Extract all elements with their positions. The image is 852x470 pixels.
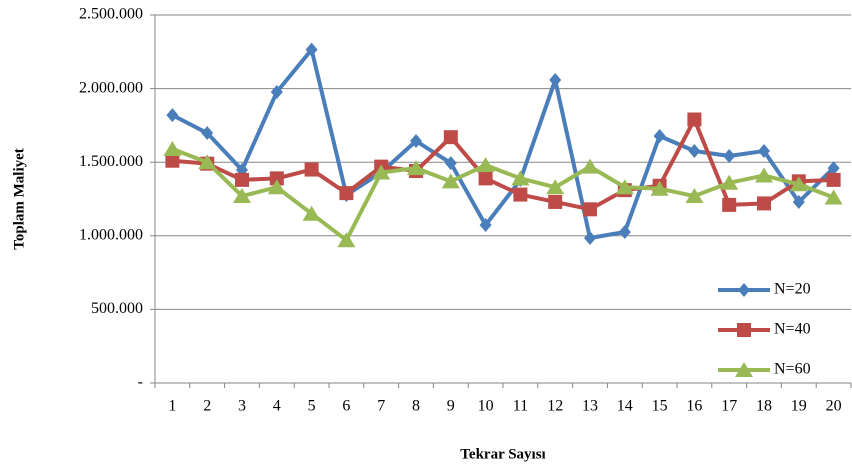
data-point [478,171,493,186]
data-point [650,180,669,196]
x-tick-label: 5 [308,398,316,415]
legend-label: N=20 [774,281,811,298]
x-tick-label: 13 [582,398,598,415]
data-point [166,108,179,123]
x-tick-label: 7 [377,398,385,415]
x-tick-label: 11 [513,398,528,415]
data-point [198,154,217,170]
data-point [792,194,805,209]
data-point [720,174,739,190]
legend-marker [735,362,753,377]
x-axis-title: Tekrar Sayısı [460,446,545,462]
x-tick-label: 3 [238,398,246,415]
data-point [548,194,563,209]
y-tick-label: 500.000 [91,300,143,317]
data-point [546,179,565,195]
y-tick-label: 2.000.000 [79,79,143,96]
data-point [410,134,422,149]
data-point [407,160,425,176]
x-tick-label: 18 [756,398,772,415]
data-point [827,161,840,176]
x-tick-label: 2 [203,398,211,415]
legend-marker [738,283,750,297]
data-point [302,205,321,221]
data-point [444,156,457,171]
x-tick-label: 19 [791,398,807,415]
x-tick-label: 16 [686,398,702,415]
legend-label: N=60 [774,361,811,378]
data-point [615,179,634,195]
x-tick-label: 6 [342,398,350,415]
x-tick-label: 20 [826,398,842,415]
x-tick-label: 8 [412,398,420,415]
data-point [372,164,391,180]
data-point [235,172,249,187]
x-tick-label: 10 [478,398,494,415]
data-point [549,73,562,88]
data-point [267,179,286,195]
data-point [201,126,214,141]
data-point [581,158,599,174]
y-axis-title: Toplam Maliyet [11,148,27,250]
x-tick-label: 17 [721,398,737,415]
y-tick-label: - [138,374,143,391]
data-point [688,144,701,159]
data-point [685,188,704,204]
x-tick-label: 14 [617,398,633,415]
data-point [269,171,284,186]
data-point [511,170,530,186]
legend-marker [737,323,751,337]
data-point [618,224,631,239]
data-point [583,202,597,217]
data-point [441,173,460,189]
data-point [757,196,771,211]
data-point [479,218,492,233]
data-point [723,149,736,164]
data-point [789,176,808,192]
x-tick-label: 12 [547,398,563,415]
data-point [305,42,318,57]
data-point [826,172,841,187]
x-tick-label: 1 [168,398,176,415]
data-point [758,144,770,159]
data-point [163,140,182,156]
y-tick-label: 1.500.000 [79,153,143,170]
data-point [513,187,528,202]
data-point [687,112,702,127]
data-point [653,128,666,143]
data-point [584,231,596,246]
data-point [337,232,356,248]
data-point [824,189,843,205]
series-line [172,117,834,212]
y-tick-label: 2.500.000 [79,6,143,23]
data-point [755,167,773,183]
x-tick-label: 4 [273,398,281,415]
data-point [233,188,251,204]
data-point [165,153,180,168]
x-tick-label: 9 [447,398,455,415]
data-point [443,130,458,145]
series-line [171,47,835,241]
x-tick-label: 15 [652,398,668,415]
y-tick-label: 1.000.000 [79,226,143,243]
data-point [270,84,283,99]
data-point [722,197,737,212]
data-point [476,157,495,173]
legend-label: N=40 [774,321,811,338]
data-point [339,186,354,201]
data-point [304,162,319,177]
